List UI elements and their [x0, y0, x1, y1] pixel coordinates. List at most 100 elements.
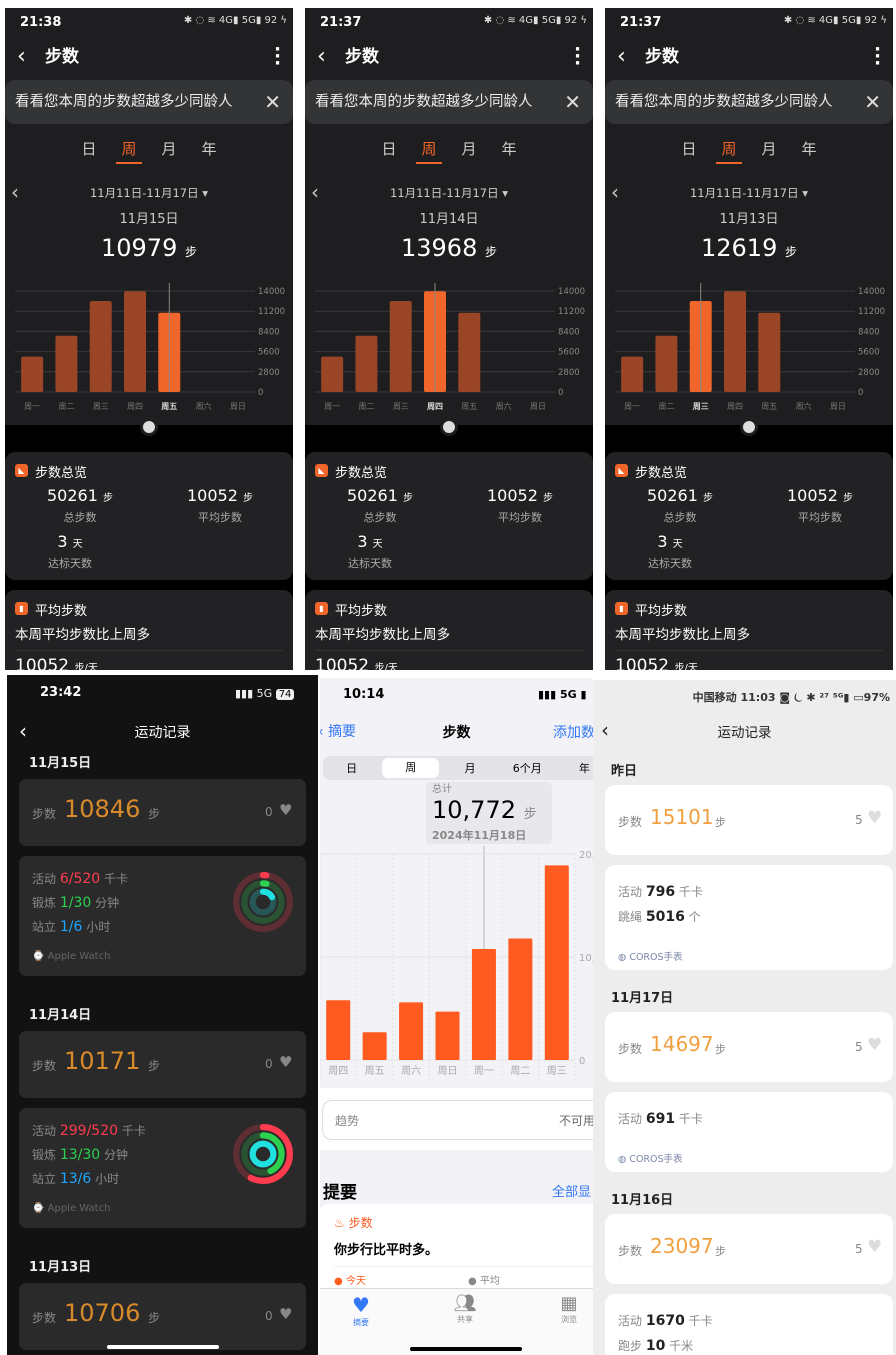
- bar-周一[interactable]: [21, 356, 44, 392]
- back-button[interactable]: ‹: [617, 44, 626, 69]
- more-menu-icon[interactable]: · · ·: [574, 39, 581, 74]
- close-icon[interactable]: ✕: [864, 90, 881, 114]
- tab-browse[interactable]: ▦ 浏览: [548, 1293, 590, 1325]
- bar-周日[interactable]: [435, 1011, 460, 1060]
- activity-rings-card[interactable]: 活动 6/520 千卡 锻炼 1/30 分钟 站立 1/6 小时 ⌚ Apple…: [19, 856, 306, 976]
- weekly-steps-bar-chart[interactable]: 0 2800 5600 8400 11200 14000 周一 周二 周三 周四 周五 周六 周日: [305, 278, 593, 418]
- home-indicator[interactable]: [410, 1347, 522, 1351]
- previous-week-button[interactable]: ‹: [311, 180, 319, 204]
- peer-comparison-banner[interactable]: 看看您本周的步数超越多少同龄人 ✕: [305, 80, 593, 124]
- back-button[interactable]: ‹: [601, 718, 609, 742]
- y-tick-label: 2800: [858, 368, 880, 378]
- steps-card[interactable]: 步数 14697 步 5 ♥: [605, 1012, 893, 1082]
- steps-card[interactable]: 步数 10846 步 0 ♥: [19, 779, 306, 846]
- segment-2[interactable]: 月: [464, 762, 476, 775]
- heart-icon[interactable]: ♥: [867, 808, 883, 828]
- activity-card[interactable]: 活动 691 千卡 ◍ COROS手表: [605, 1092, 893, 1172]
- segment-4[interactable]: 年: [578, 762, 590, 775]
- bar-周二[interactable]: [508, 938, 533, 1060]
- bar-周三[interactable]: [389, 300, 412, 392]
- bar-周二[interactable]: [355, 335, 378, 392]
- segment-0[interactable]: 日: [346, 762, 358, 775]
- drag-handle[interactable]: [740, 418, 758, 436]
- steps-bar-chart[interactable]: 0 10,000 20,000 周四 周五 周六 周日 周一 周二 周三: [320, 846, 593, 1082]
- heart-icon[interactable]: ♥: [279, 1305, 293, 1323]
- weekly-steps-bar-chart[interactable]: 0 2800 5600 8400 11200 14000 周一 周二 周三 周四 周五 周六 周日: [5, 278, 293, 418]
- highlight-card[interactable]: ♨ 步数 你步行比平时多。 ● 今天 ● 平均: [320, 1204, 593, 1294]
- network-label: 5G: [560, 688, 577, 701]
- back-button[interactable]: ‹: [17, 44, 26, 69]
- bar-周四[interactable]: [724, 291, 746, 392]
- grid-icon: ▦: [560, 1293, 578, 1314]
- back-button[interactable]: ‹: [19, 719, 27, 743]
- bar-周五[interactable]: [362, 1032, 387, 1060]
- tab-2[interactable]: 月: [461, 140, 477, 158]
- trend-row[interactable]: 趋势 不可用: [322, 1100, 593, 1140]
- date-range-selector[interactable]: 11月11日-11月17日 ▾: [389, 186, 509, 200]
- heart-icon[interactable]: ♥: [279, 801, 293, 819]
- more-menu-icon[interactable]: · · ·: [874, 39, 881, 74]
- segment-3[interactable]: 6个月: [512, 762, 542, 775]
- tab-1[interactable]: 周: [709, 138, 749, 164]
- steps-card[interactable]: 步数 10171 步 0 ♥: [19, 1031, 306, 1098]
- bar-周五[interactable]: [458, 312, 481, 392]
- activity-card[interactable]: 活动 1670 千卡 跑步 10 千米: [605, 1294, 893, 1355]
- peer-comparison-banner[interactable]: 看看您本周的步数超越多少同龄人 ✕: [5, 80, 293, 124]
- bar-周五[interactable]: [758, 312, 781, 392]
- show-all-link[interactable]: 全部显: [552, 1185, 592, 1200]
- date-range-selector[interactable]: 11月11日-11月17日 ▾: [89, 186, 209, 200]
- bar-周六[interactable]: [399, 1002, 424, 1060]
- back-button[interactable]: ‹ 摘要: [320, 721, 356, 741]
- tab-1[interactable]: 周: [109, 138, 149, 164]
- tab-0[interactable]: 日: [381, 140, 397, 158]
- bar-周四[interactable]: [124, 291, 146, 392]
- heart-icon[interactable]: ♥: [279, 1053, 293, 1071]
- average-steps-card[interactable]: ▮ 平均步数 本周平均步数比上周多 10052 步/天: [305, 590, 593, 670]
- close-icon[interactable]: ✕: [564, 90, 581, 114]
- bar-周三[interactable]: [89, 300, 112, 392]
- drag-handle[interactable]: [440, 418, 458, 436]
- tab-3[interactable]: 年: [501, 140, 517, 158]
- steps-card[interactable]: 步数 15101 步 5 ♥: [605, 785, 893, 855]
- tab-1[interactable]: 周: [409, 138, 449, 164]
- weekly-steps-bar-chart[interactable]: 0 2800 5600 8400 11200 14000 周一 周二 周三 周四 周五 周六 周日: [605, 278, 893, 418]
- date-range-selector[interactable]: 11月11日-11月17日 ▾: [689, 186, 809, 200]
- close-icon[interactable]: ✕: [264, 90, 281, 114]
- tab-3[interactable]: 年: [801, 140, 817, 158]
- tab-0[interactable]: 日: [81, 140, 97, 158]
- average-steps-card[interactable]: ▮ 平均步数 本周平均步数比上周多 10052 步/天: [5, 590, 293, 670]
- device-source: ⌚ Apple Watch: [32, 1203, 111, 1214]
- heart-icon[interactable]: ♥: [867, 1237, 883, 1257]
- bar-周四[interactable]: [326, 1000, 351, 1060]
- tab-summary[interactable]: ♥ 摘要: [340, 1293, 382, 1328]
- average-steps-card[interactable]: ▮ 平均步数 本周平均步数比上周多 10052 步/天: [605, 590, 893, 670]
- peer-comparison-banner[interactable]: 看看您本周的步数超越多少同龄人 ✕: [605, 80, 893, 124]
- activity-rings-card[interactable]: 活动 299/520 千卡 锻炼 13/30 分钟 站立 13/6 小时 ⌚ A…: [19, 1108, 306, 1228]
- bar-周三[interactable]: [544, 865, 569, 1060]
- back-button[interactable]: ‹: [317, 44, 326, 69]
- steps-card[interactable]: 步数 23097 步 5 ♥: [605, 1214, 893, 1284]
- steps-card[interactable]: 步数 10706 步 0 ♥: [19, 1283, 306, 1350]
- previous-week-button[interactable]: ‹: [611, 180, 619, 204]
- add-data-button[interactable]: 添加数: [553, 725, 593, 741]
- previous-week-button[interactable]: ‹: [11, 180, 19, 204]
- bar-周一[interactable]: [321, 356, 344, 392]
- steps-summary-card[interactable]: ◣ 步数总览 50261 步总步数 10052 步平均步数 3 天达标天数: [305, 452, 593, 580]
- tab-sharing[interactable]: 👥︎ 共享: [444, 1293, 486, 1325]
- bar-周一[interactable]: [621, 356, 644, 392]
- drag-handle[interactable]: [140, 418, 158, 436]
- tab-2[interactable]: 月: [761, 140, 777, 158]
- segment-1[interactable]: 周: [382, 758, 440, 778]
- tab-0[interactable]: 日: [681, 140, 697, 158]
- bar-周一[interactable]: [471, 949, 496, 1060]
- tab-2[interactable]: 月: [161, 140, 177, 158]
- steps-summary-card[interactable]: ◣ 步数总览 50261 步总步数 10052 步平均步数 3 天达标天数: [5, 452, 293, 580]
- bar-周二[interactable]: [655, 335, 678, 392]
- home-indicator[interactable]: [107, 1345, 219, 1349]
- bar-周二[interactable]: [55, 335, 78, 392]
- heart-icon[interactable]: ♥: [867, 1035, 883, 1055]
- activity-card[interactable]: 活动 796 千卡 跳绳 5016 个 ◍ COROS手表: [605, 865, 893, 970]
- steps-summary-card[interactable]: ◣ 步数总览 50261 步总步数 10052 步平均步数 3 天达标天数: [605, 452, 893, 580]
- tab-3[interactable]: 年: [201, 140, 217, 158]
- more-menu-icon[interactable]: · · ·: [274, 39, 281, 74]
